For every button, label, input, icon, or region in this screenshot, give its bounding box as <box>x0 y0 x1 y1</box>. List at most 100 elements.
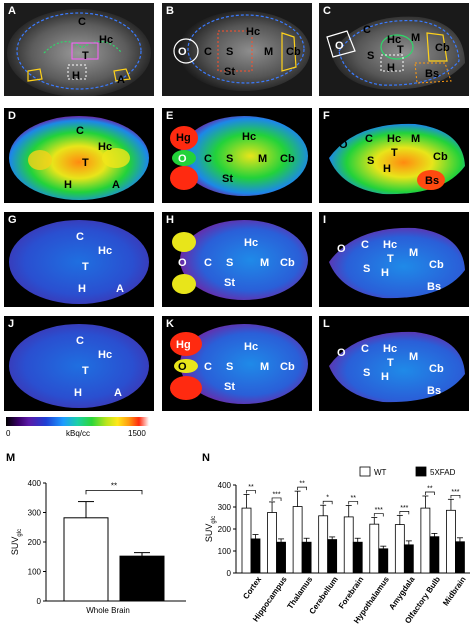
legend-label-wt: WT <box>374 468 387 477</box>
region-label: O <box>335 40 344 52</box>
pet-axial-image: Hc O C S M Cb St <box>172 220 308 300</box>
x-category-label: Midbrain <box>441 575 468 608</box>
y-tick-label: 400 <box>218 481 232 490</box>
y-tick-label: 400 <box>28 479 42 488</box>
panel-e: E Hg Hc O C S M Cb St <box>162 108 312 203</box>
region-label: M <box>409 351 418 363</box>
region-label: S <box>367 155 374 167</box>
region-label: C <box>78 16 86 28</box>
region-label: Cb <box>433 151 448 163</box>
y-tick-label: 100 <box>28 568 42 577</box>
region-label: Hc <box>387 133 401 145</box>
bar <box>352 541 363 574</box>
panel-label: F <box>323 110 330 122</box>
region-label: H <box>381 267 389 279</box>
colorbar <box>6 417 149 426</box>
bar <box>327 539 338 574</box>
panel-b: B O C S Hc M Cb St <box>162 3 312 96</box>
bar <box>267 512 277 574</box>
region-label: C <box>204 46 212 58</box>
region-label: C <box>361 239 369 251</box>
bar <box>455 541 465 574</box>
bar <box>420 507 431 574</box>
region-label: A <box>114 387 122 399</box>
chart-n: 0100200300400SUVglc**Cortex***Hippocampu… <box>204 466 470 625</box>
region-label: H <box>381 371 389 383</box>
significance-bracket <box>271 497 282 501</box>
region-label: Hc <box>98 245 112 257</box>
region-label: T <box>82 365 89 377</box>
significance-bracket <box>246 490 256 494</box>
panel-label: K <box>166 318 174 330</box>
mri-coronal-image: C Hc T H A <box>4 3 154 96</box>
panel-h: H Hc O C S M Cb St <box>162 212 312 307</box>
bar <box>318 515 329 574</box>
region-label: Bs <box>427 385 441 397</box>
chart-m: 0 100 200 300 400 SUVglc ** Whole Brain <box>10 479 186 615</box>
significance-label: *** <box>272 491 280 498</box>
panel-label: G <box>8 214 17 226</box>
region-label: C <box>204 257 212 269</box>
significance-label: ** <box>299 481 305 488</box>
region-label: St <box>224 277 235 289</box>
region-label: Bs <box>425 175 439 187</box>
bar <box>292 506 303 574</box>
colorbar-unit-label: kBq/cc <box>66 429 91 438</box>
region-label: H <box>72 70 80 82</box>
y-axis-label: SUVglc <box>204 516 217 542</box>
region-label: St <box>222 173 233 185</box>
region-label: O <box>339 139 348 151</box>
x-category-label: Whole Brain <box>86 606 130 615</box>
region-label: C <box>361 343 369 355</box>
panel-a: A C Hc T H A <box>4 3 154 96</box>
region-label: Hc <box>246 26 260 38</box>
region-label: St <box>224 66 235 78</box>
pet-coronal-image: C Hc T H A <box>9 324 149 408</box>
region-label: Bs <box>425 68 439 80</box>
panel-label: L <box>323 318 330 330</box>
region-label: M <box>411 133 420 145</box>
y-tick-label: 200 <box>218 525 232 534</box>
region-label: O <box>178 153 187 165</box>
region-label: S <box>363 367 370 379</box>
legend-label-5xfad: 5XFAD <box>430 468 456 477</box>
panel-label: N <box>202 452 210 464</box>
bar <box>250 538 261 574</box>
region-label: A <box>116 283 124 295</box>
y-tick-label: 300 <box>218 503 232 512</box>
bar <box>429 536 440 574</box>
significance-bracket <box>373 513 384 517</box>
region-label: S <box>226 257 233 269</box>
significance-bracket <box>348 501 359 505</box>
region-label: S <box>226 361 233 373</box>
significance-bracket <box>85 489 143 495</box>
significance-bracket <box>399 511 410 515</box>
region-label: M <box>260 257 269 269</box>
region-label: M <box>411 32 420 44</box>
panel-k: K Hg Hc O C S M Cb St <box>162 316 312 411</box>
region-label: Hc <box>383 239 397 251</box>
region-label: S <box>226 46 233 58</box>
significance-bracket <box>297 486 307 491</box>
region-label: Cb <box>280 361 295 373</box>
region-label: H <box>74 387 82 399</box>
colorbar-max-label: 1500 <box>128 429 146 438</box>
panel-d: D C Hc T H A <box>4 108 154 203</box>
panel-g: G C Hc T H A <box>4 212 154 307</box>
y-tick-label: 0 <box>37 597 42 606</box>
region-label: Cb <box>280 153 295 165</box>
panel-c: C O C Hc T M Cb S H Bs <box>319 3 469 96</box>
significance-label: *** <box>400 505 408 512</box>
region-label: St <box>224 381 235 393</box>
region-label: Cb <box>429 363 444 375</box>
significance-label: * <box>326 495 329 502</box>
region-label: Hg <box>176 339 191 351</box>
region-label: T <box>82 50 89 62</box>
legend-swatch-5xfad <box>415 466 427 477</box>
region-label: H <box>64 179 72 191</box>
pet-sagittal-image: O C Hc T M S H Cb Bs <box>329 227 465 299</box>
bar <box>301 541 312 574</box>
mri-sagittal-image: O C Hc T M Cb S H Bs <box>319 3 469 96</box>
bar <box>276 541 286 574</box>
region-label: Cb <box>286 46 301 58</box>
